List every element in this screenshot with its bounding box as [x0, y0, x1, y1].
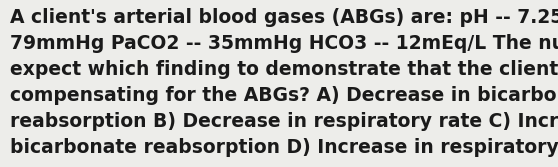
Text: bicarbonate reabsorption D) Increase in respiratory rate: bicarbonate reabsorption D) Increase in …: [10, 138, 558, 157]
Text: expect which finding to demonstrate that the client is: expect which finding to demonstrate that…: [10, 60, 558, 79]
Text: A client's arterial blood gases (ABGs) are: pH -- 7.25 PO2 --: A client's arterial blood gases (ABGs) a…: [10, 8, 558, 27]
Text: compensating for the ABGs? A) Decrease in bicarbonate: compensating for the ABGs? A) Decrease i…: [10, 86, 558, 105]
Text: 79mmHg PaCO2 -- 35mmHg HCO3 -- 12mEq/L The nurse would: 79mmHg PaCO2 -- 35mmHg HCO3 -- 12mEq/L T…: [10, 34, 558, 53]
Text: reabsorption B) Decrease in respiratory rate C) Increase in: reabsorption B) Decrease in respiratory …: [10, 112, 558, 131]
